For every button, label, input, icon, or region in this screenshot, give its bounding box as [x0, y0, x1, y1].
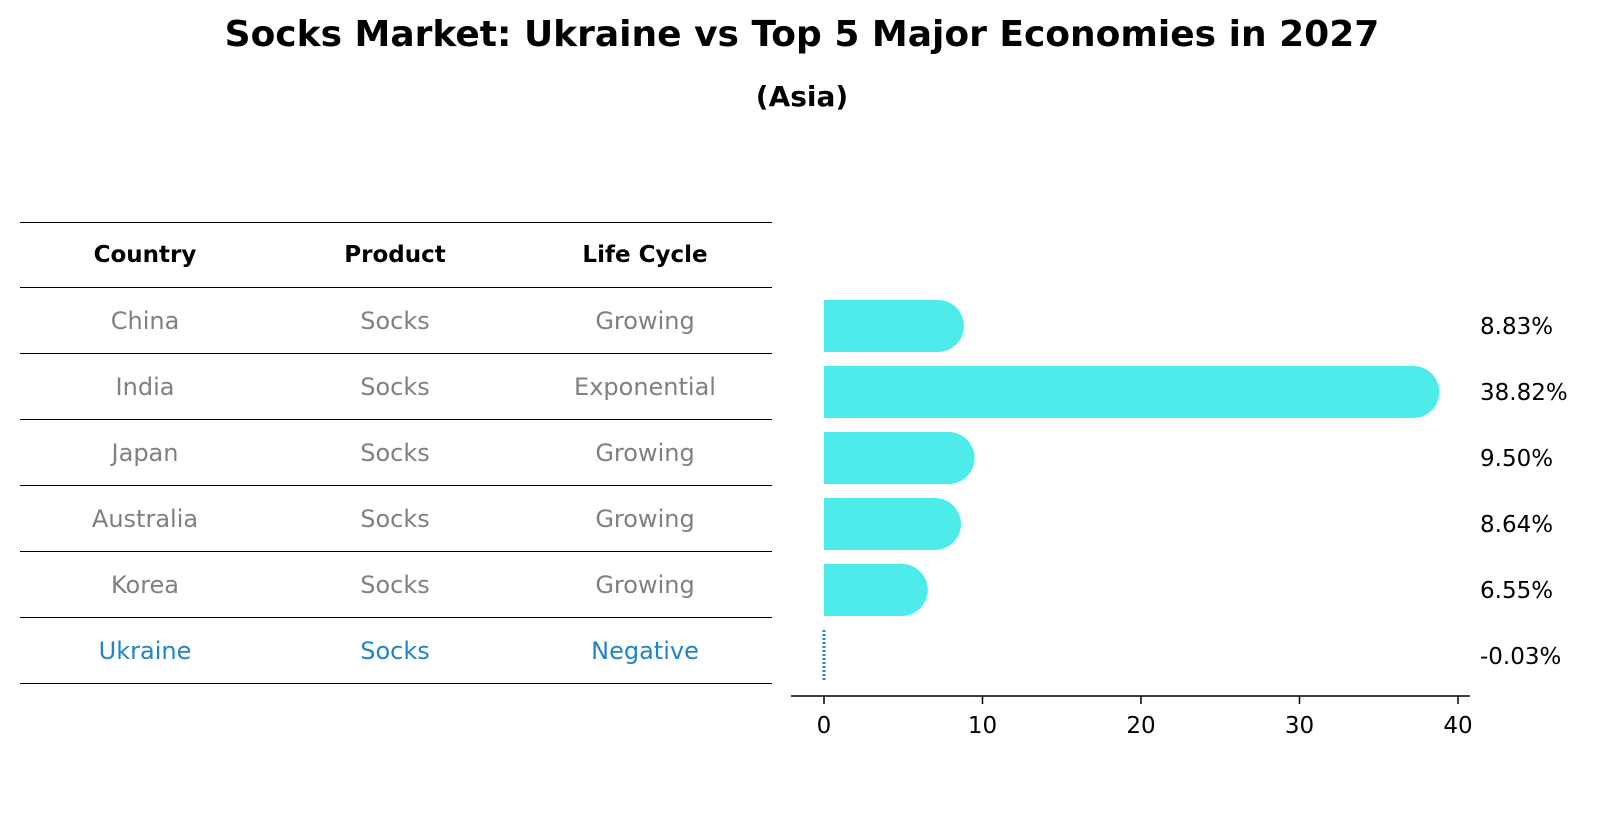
table-header-row: Country Product Life Cycle [20, 222, 772, 288]
chart-subtitle: (Asia) [755, 80, 849, 113]
x-tick-label: 40 [1443, 713, 1472, 739]
cell-product: Socks [360, 372, 430, 401]
header-life-cycle: Life Cycle [582, 242, 708, 268]
table-row: Japan Socks Growing [20, 420, 772, 486]
cell-product: Socks [360, 438, 430, 467]
cell-life-cycle: Exponential [574, 372, 716, 401]
cell-country: Japan [111, 438, 179, 467]
cell-product: Socks [360, 306, 430, 335]
cell-country: Korea [110, 570, 180, 599]
x-tick-label: 30 [1285, 713, 1314, 739]
data-label: 8.64% [1480, 512, 1553, 538]
cell-life-cycle: Growing [595, 504, 695, 533]
bar-australia [824, 498, 961, 550]
cell-country: India [115, 372, 175, 401]
data-table: Country Product Life Cycle China Socks G… [20, 222, 772, 684]
chart-title: Socks Market: Ukraine vs Top 5 Major Eco… [224, 14, 1380, 55]
data-label: 6.55% [1480, 578, 1553, 604]
table-row: Australia Socks Growing [20, 486, 772, 552]
data-label: 9.50% [1480, 446, 1553, 472]
x-tick-label: 10 [968, 713, 997, 739]
data-label: 38.82% [1480, 380, 1568, 406]
cell-country: Ukraine [98, 636, 192, 665]
bar-china [824, 300, 964, 352]
cell-life-cycle: Growing [595, 438, 695, 467]
cell-product: Socks [360, 636, 430, 665]
cell-product: Socks [360, 570, 430, 599]
table-row: India Socks Exponential [20, 354, 772, 420]
cell-life-cycle: Growing [595, 306, 695, 335]
cell-life-cycle: Growing [595, 570, 695, 599]
data-label: 8.83% [1480, 314, 1553, 340]
table-row: Korea Socks Growing [20, 552, 772, 618]
table-row: China Socks Growing [20, 288, 772, 354]
data-label: -0.03% [1480, 644, 1561, 670]
cell-life-cycle: Negative [591, 636, 699, 665]
bar-japan [824, 432, 975, 484]
cell-country: Australia [91, 504, 199, 533]
bar-india [824, 366, 1440, 418]
header-product: Product [344, 242, 446, 268]
cell-country: China [110, 306, 180, 335]
cell-product: Socks [360, 504, 430, 533]
x-tick-label: 0 [817, 713, 832, 739]
table-row-highlight: Ukraine Socks Negative [20, 618, 772, 684]
x-tick-label: 20 [1126, 713, 1155, 739]
header-country: Country [93, 242, 197, 268]
bar-korea [824, 564, 928, 616]
